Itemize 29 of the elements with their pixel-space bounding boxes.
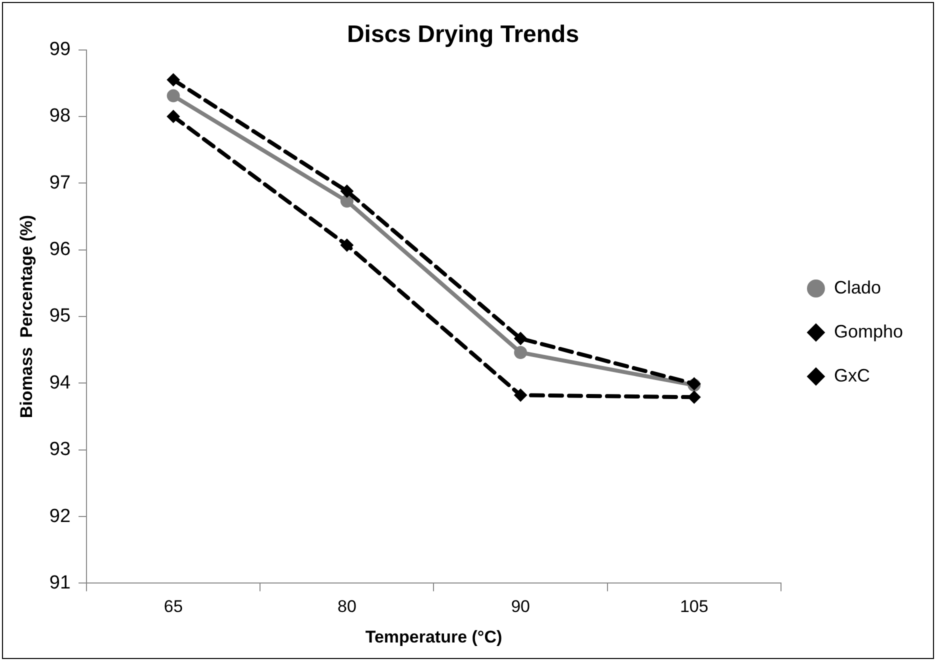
y-axis-title: Biomass Percentage (%) xyxy=(16,214,36,418)
point xyxy=(166,89,180,102)
y-tick-label: 96 xyxy=(49,239,71,260)
point xyxy=(514,346,528,360)
point xyxy=(514,388,528,402)
y-tick-label: 91 xyxy=(49,572,71,594)
point xyxy=(688,390,701,404)
x-tick-label: 105 xyxy=(680,597,708,616)
y-tick-label: 95 xyxy=(49,306,71,327)
point xyxy=(340,238,354,252)
legend-label: GxC xyxy=(834,365,870,386)
x-axis-title: Temperature (°C) xyxy=(365,627,502,646)
chart-title: Discs Drying Trends xyxy=(346,21,580,48)
point xyxy=(166,73,180,86)
y-tick-label: 99 xyxy=(49,39,71,60)
x-tick-label: 90 xyxy=(511,597,530,616)
legend-label: Gompho xyxy=(834,321,904,342)
point xyxy=(514,332,528,346)
y-tick-label: 98 xyxy=(49,106,71,127)
point xyxy=(166,110,180,123)
point xyxy=(340,194,354,208)
y-tick-label: 97 xyxy=(49,172,71,194)
x-tick-label: 65 xyxy=(164,597,183,616)
x-tick-label: 80 xyxy=(337,597,356,616)
y-tick-label: 92 xyxy=(49,506,71,527)
y-tick-label: 93 xyxy=(49,439,71,460)
y-tick-label: 94 xyxy=(49,372,71,394)
legend-label: Clado xyxy=(834,277,881,298)
point xyxy=(340,184,354,198)
